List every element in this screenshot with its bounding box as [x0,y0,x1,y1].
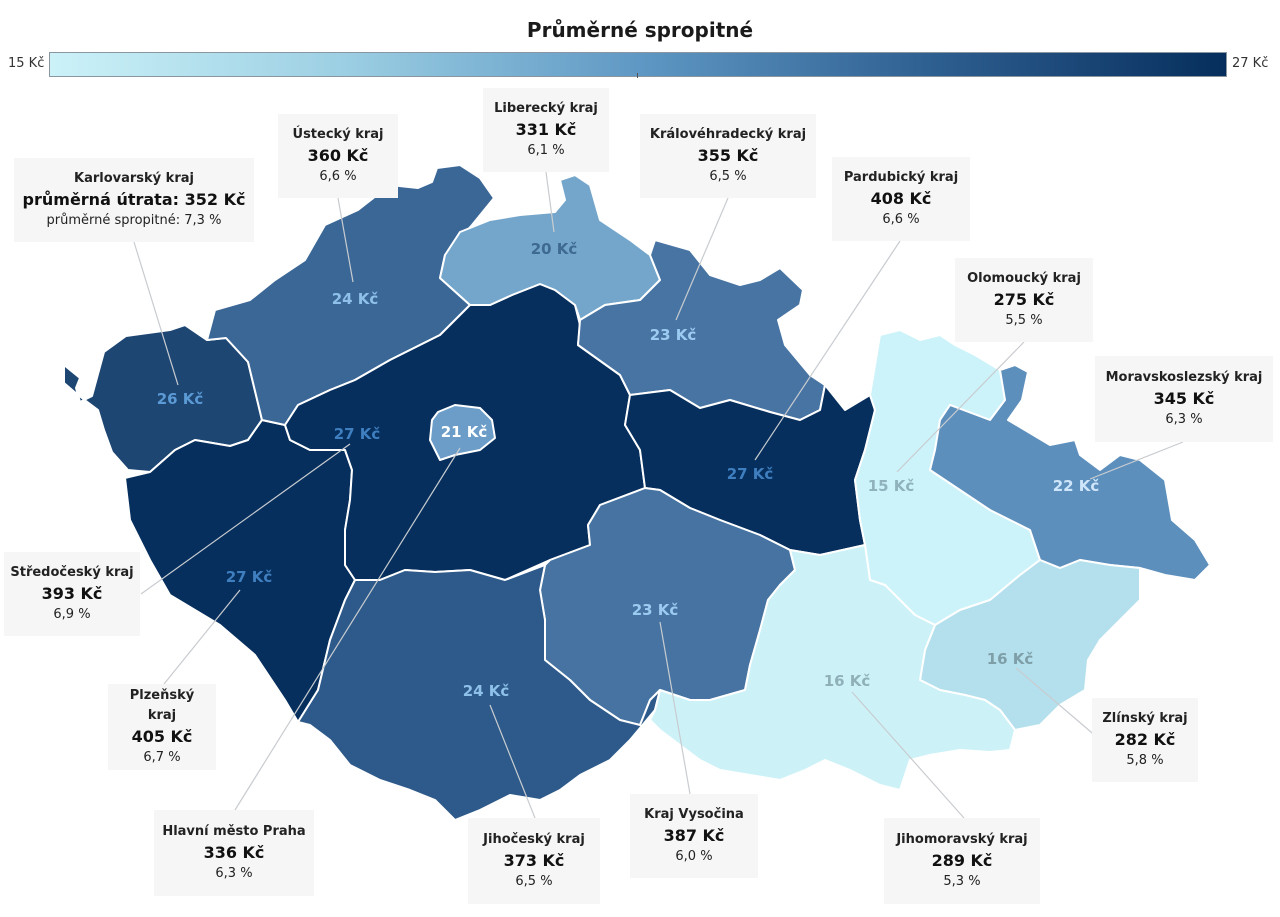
callout-plzensky: Plzeňský kraj 405 Kč 6,7 % [108,684,216,770]
region-jihocesky[interactable] [297,564,661,821]
leader-praha [234,447,461,811]
callout-praha: Hlavní město Praha 336 Kč 6,3 % [154,810,314,896]
callout-zlinsky: Zlínský kraj 282 Kč 5,8 % [1092,698,1198,782]
region-moravskoslezsky[interactable] [929,364,1211,581]
map-label-praha: 21 Kč [440,423,488,441]
map-title: Průměrné spropitné [526,18,754,42]
leader-moravskoslezsky [1089,441,1184,480]
map-label-jihocesky: 24 Kč [462,682,510,700]
map-label-stredocesky: 27 Kč [333,425,381,443]
callout-spend-line: průměrná útrata: 352 Kč [22,190,246,209]
callout-stredocesky: Středočeský kraj 393 Kč 6,9 % [4,552,140,636]
leader-liberecky [545,171,555,233]
region-praha[interactable] [429,404,496,461]
leader-vysocina [659,621,691,795]
map-label-karlovarsky: 26 Kč [156,390,204,408]
callout-jihocesky: Jihočeský kraj 373 Kč 6,5 % [468,818,600,904]
callout-liberecky: Liberecký kraj 331 Kč 6,1 % [483,88,609,172]
map-label-liberecky: 20 Kč [530,240,578,258]
leader-jihocesky [489,704,536,819]
map-label-jihomoravsky: 16 Kč [823,672,871,690]
region-jihomoravsky[interactable] [649,544,1016,791]
leader-ustecky [337,197,354,283]
callout-vysocina: Kraj Vysočina 387 Kč 6,0 % [630,794,758,878]
callout-tip-line: průměrné spropitné: 7,3 % [46,213,222,228]
map-label-moravskoslezsky: 22 Kč [1052,477,1100,495]
leader-jihomoravsky [851,691,965,819]
map-label-ustecky: 24 Kč [331,290,379,308]
map-label-vysocina: 23 Kč [631,601,679,619]
map-label-plzensky: 27 Kč [225,568,273,586]
leader-karlovarsky [133,241,179,386]
map-label-kralovehradecky: 23 Kč [649,326,697,344]
leader-zlinsky [1015,667,1099,739]
callout-moravskoslezsky: Moravskoslezský kraj 345 Kč 6,3 % [1095,356,1273,442]
callout-jihomoravsky: Jihomoravský kraj 289 Kč 5,3 % [884,818,1040,904]
map-label-olomoucky: 15 Kč [867,477,915,495]
region-kralovehradecky[interactable] [577,239,826,421]
legend-midpoint-tick [637,73,638,78]
leader-olomoucky [896,341,1025,473]
map-label-pardubicky: 27 Kč [726,465,774,483]
legend-min-label: 15 Kč [8,56,45,71]
leader-plzensky [163,589,241,685]
callout-region-name: Karlovarský kraj [74,171,194,186]
color-legend-bar [49,52,1227,77]
legend-max-label: 27 Kč [1232,56,1269,71]
callout-ustecky: Ústecký kraj 360 Kč 6,6 % [278,114,398,198]
callout-karlovarsky: Karlovarský kraj průměrná útrata: 352 Kč… [14,158,254,242]
leader-kralovehradecky [675,197,729,321]
callout-olomoucky: Olomoucký kraj 275 Kč 5,5 % [955,258,1093,342]
map-label-zlinsky: 16 Kč [986,650,1034,668]
leader-pardubicky [754,240,901,461]
leader-stredocesky [140,443,351,595]
callout-kralovehradecky: Královéhradecký kraj 355 Kč 6,5 % [640,114,816,198]
callout-pardubicky: Pardubický kraj 408 Kč 6,6 % [832,157,970,241]
